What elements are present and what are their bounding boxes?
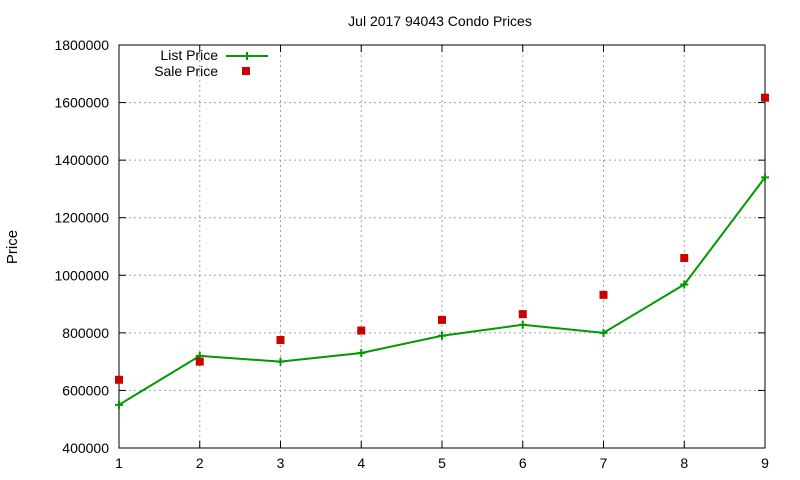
y-tick-labels: 400000 600000 800000 1000000 1200000 1400000 1… bbox=[54, 37, 109, 456]
x-tick-label: 5 bbox=[438, 455, 446, 471]
list-price-point bbox=[115, 400, 123, 409]
series-layer bbox=[115, 93, 769, 409]
y-tick-label: 1200000 bbox=[54, 210, 109, 226]
chart-title: Jul 2017 94043 Condo Prices bbox=[348, 13, 532, 29]
y-tick-label: 800000 bbox=[62, 325, 109, 341]
grid-lines bbox=[119, 45, 765, 448]
x-tick-label: 8 bbox=[680, 455, 688, 471]
sale-price-point bbox=[276, 336, 285, 345]
sale-price-point bbox=[599, 290, 608, 299]
y-tick-label: 1800000 bbox=[54, 37, 109, 53]
x-tick-label: 6 bbox=[519, 455, 527, 471]
list-price-point bbox=[518, 320, 527, 329]
list-price-point bbox=[357, 349, 366, 358]
list-price-point bbox=[276, 357, 285, 366]
sale-price-point bbox=[518, 310, 527, 319]
legend-swatch-sale-price bbox=[242, 67, 250, 75]
x-tick-label: 2 bbox=[196, 455, 204, 471]
list-price-point bbox=[761, 173, 769, 182]
x-tick-label: 4 bbox=[357, 455, 365, 471]
legend: List Price Sale Price bbox=[154, 47, 268, 79]
sale-price-point bbox=[761, 93, 769, 102]
y-tick-label: 1000000 bbox=[54, 267, 109, 283]
legend-marker-list-price bbox=[243, 52, 251, 60]
x-tick-labels: 1 2 3 4 5 6 7 8 9 bbox=[115, 455, 769, 471]
sale-price-point bbox=[438, 315, 446, 324]
y-axis-label: Price bbox=[4, 230, 21, 264]
list-price-point bbox=[599, 328, 608, 337]
sale-price-point bbox=[357, 326, 366, 335]
legend-label-sale-price: Sale Price bbox=[154, 63, 218, 79]
y-tick-label: 400000 bbox=[62, 440, 109, 456]
y-tick-label: 1400000 bbox=[54, 152, 109, 168]
sale-price-point bbox=[195, 357, 204, 366]
x-tick-label: 3 bbox=[277, 455, 285, 471]
y-tick-label: 1600000 bbox=[54, 95, 109, 111]
x-tick-label: 7 bbox=[600, 455, 608, 471]
plot-frame bbox=[118, 44, 766, 449]
legend-label-list-price: List Price bbox=[160, 47, 218, 63]
x-tick-label: 9 bbox=[761, 455, 769, 471]
sale-price-point bbox=[680, 254, 689, 263]
y-tick-label: 600000 bbox=[62, 382, 109, 398]
sale-price-point bbox=[115, 375, 123, 384]
list-price-point bbox=[680, 280, 689, 289]
x-tick-label: 1 bbox=[115, 455, 123, 471]
list-price-point bbox=[438, 331, 446, 340]
